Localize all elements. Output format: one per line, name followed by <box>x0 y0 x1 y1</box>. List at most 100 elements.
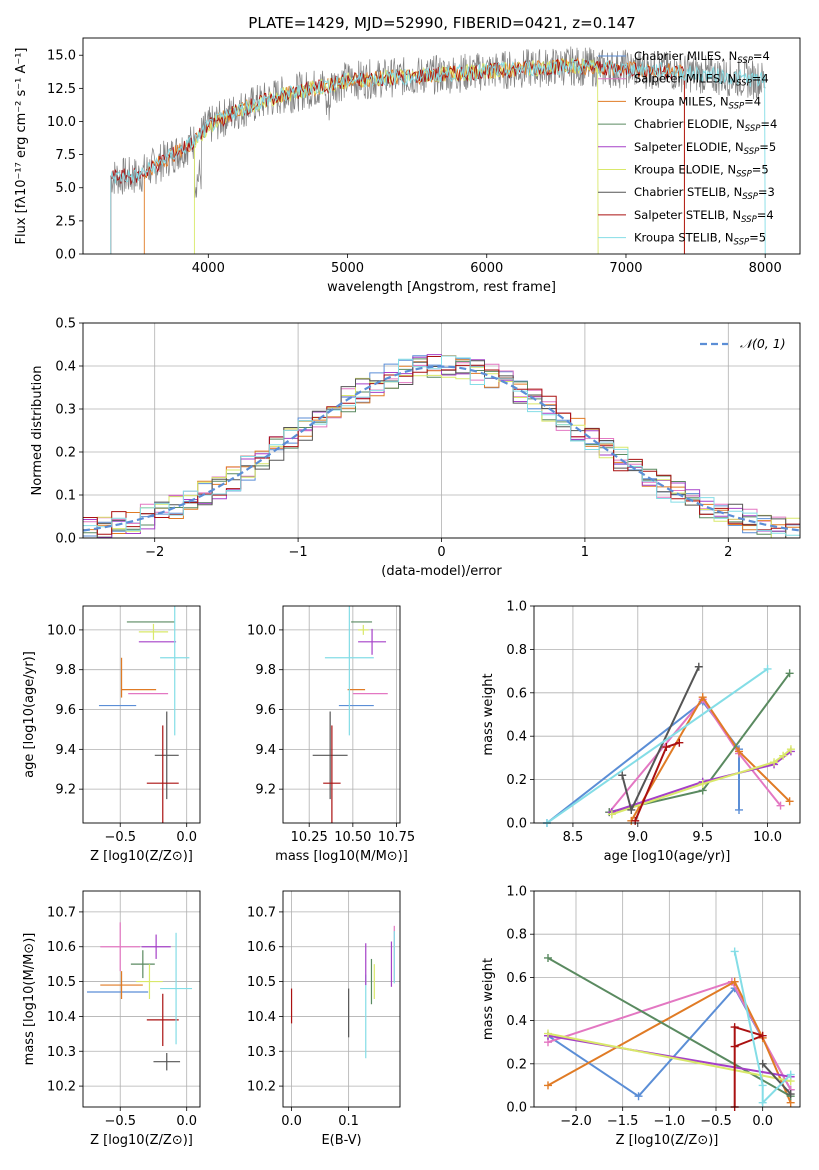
series-marker <box>730 977 739 986</box>
series-line <box>547 1034 791 1078</box>
y-tick-label: 10.0 <box>247 623 276 638</box>
axis-label: mass weight <box>481 673 496 755</box>
axis-label: age [log10(age/yr)] <box>604 849 731 864</box>
x-tick-label: 1 <box>581 545 589 560</box>
y-tick-label: 0.1 <box>55 489 76 504</box>
y-tick-label: 0.4 <box>55 360 76 375</box>
series-marker <box>758 1031 767 1040</box>
x-tick-label: 9.5 <box>692 830 713 845</box>
errorbar-point <box>160 932 193 1045</box>
y-tick-label: 0.0 <box>55 248 76 263</box>
series-marker <box>607 810 616 819</box>
y-tick-label: 10.4 <box>247 1010 276 1025</box>
y-tick-label: 9.8 <box>255 663 276 678</box>
mass-vs-Z-axes: −0.5 0.0 10.2 10.3 10.4 10.5 10.6 10.7 Z [log10(… <box>22 891 200 1148</box>
x-tick-label: 0.1 <box>338 1114 359 1129</box>
series-marker <box>631 816 640 825</box>
legend-label: Chabrier STELIB, NSSP=3 <box>634 185 775 202</box>
residuals-axes: −2 −1 0 1 2 0.0 0.1 0.2 0.3 0.4 0.5 (data-model)/er… <box>30 317 800 579</box>
x-tick-label: 0.0 <box>281 1114 302 1129</box>
y-tick-label: 12.5 <box>47 82 76 97</box>
x-tick-label: 5000 <box>331 261 364 276</box>
x-tick-label: 10.25 <box>291 830 328 845</box>
x-tick-label: −1.0 <box>654 1114 686 1129</box>
legend-label: Salpeter ELODIE, NSSP=5 <box>634 140 776 157</box>
errorbar-point <box>100 971 143 999</box>
errorbar-point <box>323 725 341 823</box>
axis-label: Flux [fλ10⁻¹⁷ erg cm⁻² s⁻¹ A⁻¹] <box>14 48 29 245</box>
axis-label: Z [log10(Z/Z⊙)] <box>616 1133 719 1148</box>
series-marker <box>544 953 552 962</box>
series-marker <box>627 805 636 814</box>
y-tick-label: 9.6 <box>255 703 276 718</box>
y-tick-label: 10.0 <box>47 115 76 130</box>
y-tick-label: 1.0 <box>506 885 527 900</box>
series-marker <box>544 1029 552 1038</box>
legend-label: Salpeter STELIB, NSSP=4 <box>634 208 774 225</box>
y-tick-label: 5.0 <box>55 181 76 196</box>
y-tick-label: 10.2 <box>247 1080 276 1095</box>
y-tick-label: 9.8 <box>55 663 76 678</box>
axis-label: wavelength [Angstrom, rest frame] <box>327 280 556 295</box>
x-tick-label: 0 <box>437 545 445 560</box>
errorbar-point <box>358 628 387 655</box>
errorbar-point <box>146 993 179 1047</box>
legend-label: Kroupa STELIB, NSSP=5 <box>634 231 766 248</box>
y-tick-label: 0.4 <box>506 730 527 745</box>
y-tick-label: 0.2 <box>55 446 76 461</box>
legend-label: Chabrier ELODIE, NSSP=4 <box>634 117 777 134</box>
x-tick-label: −0.5 <box>104 1114 136 1129</box>
errorbar-point <box>100 922 141 972</box>
x-tick-label: 8.5 <box>563 830 584 845</box>
axis-label: Z [log10(Z/Z⊙)] <box>90 1133 193 1148</box>
x-tick-label: 0.0 <box>176 1114 197 1129</box>
y-tick-label: 0.6 <box>506 686 527 701</box>
y-tick-label: 10.3 <box>47 1045 76 1060</box>
errorbar-point <box>324 606 374 736</box>
errorbar-point <box>136 964 163 999</box>
age-vs-mass-axes: 10.25 10.50 10.75 9.2 9.4 9.6 9.8 10.0 mass [log… <box>247 606 415 864</box>
errorbar-point <box>154 711 179 800</box>
y-tick-label: 0.6 <box>506 971 527 986</box>
series-marker <box>786 1070 795 1079</box>
x-tick-label: 10.75 <box>378 830 415 845</box>
y-tick-label: 10.6 <box>247 940 276 955</box>
legend-label: Chabrier MILES, NSSP=4 <box>634 49 770 66</box>
series-marker <box>763 664 772 673</box>
massweight-vs-Z-frame <box>533 890 801 1108</box>
series-line <box>733 951 792 1106</box>
axis-label: age [log10(age/yr)] <box>22 651 37 778</box>
y-tick-label: 15.0 <box>47 49 76 64</box>
errorbar-point <box>160 606 190 736</box>
series-marker <box>698 779 707 788</box>
series-marker <box>779 751 788 760</box>
y-tick-label: 10.7 <box>247 905 276 920</box>
age-vs-mass-frame <box>282 605 401 824</box>
x-tick-label: 10.50 <box>334 830 371 845</box>
y-tick-label: 9.4 <box>55 743 76 758</box>
spectrum-legend: Chabrier MILES, NSSP=4 Salpeter MILES, NS… <box>598 49 777 248</box>
x-tick-label: 10.0 <box>753 830 782 845</box>
mass-vs-EBV-axes: 0.0 0.1 10.2 10.3 10.4 10.5 10.6 10.7 E(B-V) <box>247 891 400 1148</box>
mass-vs-Z-frame <box>82 890 201 1108</box>
y-tick-label: 0.2 <box>506 773 527 788</box>
axis-label: Z [log10(Z/Z⊙)] <box>90 849 193 864</box>
x-tick-label: 9.0 <box>627 830 648 845</box>
y-tick-label: 0.2 <box>506 1057 527 1072</box>
y-tick-label: 9.4 <box>255 743 276 758</box>
series-line <box>546 668 769 823</box>
series-marker <box>735 747 744 756</box>
y-tick-label: 10.5 <box>47 975 76 990</box>
series-marker <box>694 662 703 671</box>
x-tick-label: −1 <box>289 545 308 560</box>
figure-title: PLATE=1429, MJD=52990, FIBERID=0421, z=0… <box>248 14 635 32</box>
series-marker <box>730 1042 739 1051</box>
x-tick-label: 4000 <box>192 261 225 276</box>
x-tick-label: 6000 <box>470 261 503 276</box>
series-marker <box>776 801 785 810</box>
series-marker <box>662 743 671 752</box>
legend-label: Kroupa ELODIE, NSSP=5 <box>634 163 769 180</box>
y-tick-label: 0.5 <box>55 317 76 332</box>
x-tick-label: 8000 <box>749 261 782 276</box>
